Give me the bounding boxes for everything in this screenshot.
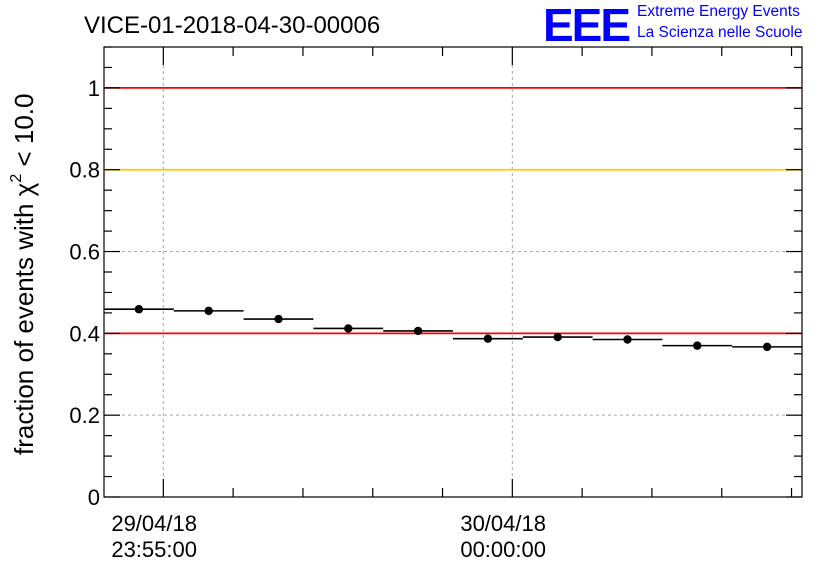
plot-frame [103,46,803,498]
logo-line-2: La Scienza nelle Scuole [637,24,803,41]
data-point [553,332,562,342]
x-tick-label-date: 30/04/18 [460,511,546,536]
data-point [134,305,144,314]
y-tick-label: 0 [88,485,100,510]
data-point [344,324,353,333]
y-axis-label: fraction of events with χ2 < 10.0 [8,94,39,455]
data-point [762,342,772,352]
y-axis-label-prefix: fraction of events with χ [9,182,39,455]
grid [104,47,802,497]
y-tick-label: 0.6 [69,240,100,265]
data-point [693,341,702,350]
logo-line-1: Extreme Energy Events [637,3,800,20]
y-tick-label: 0.4 [69,321,100,346]
data-point [274,314,283,324]
x-tick-label-time: 23:55:00 [111,537,197,562]
y-tick-label: 0.8 [69,158,100,183]
data-point [623,335,632,344]
data-point [204,306,213,316]
y-tick-label: 0.2 [69,403,100,428]
data-point [413,326,423,336]
y-axis-label-sup: 2 [8,174,25,183]
reference-lines [104,87,802,335]
data-point [483,334,493,343]
x-tick-label-date: 29/04/18 [111,511,197,536]
x-tick-label-time: 00:00:00 [460,537,546,562]
eee-logo-mark: EEE [543,0,631,51]
y-axis-label-suffix: < 10.0 [9,94,39,174]
y-tick-label: 1 [88,76,100,101]
data-series [104,305,802,352]
chart-title: VICE-01-2018-04-30-00006 [84,12,380,39]
